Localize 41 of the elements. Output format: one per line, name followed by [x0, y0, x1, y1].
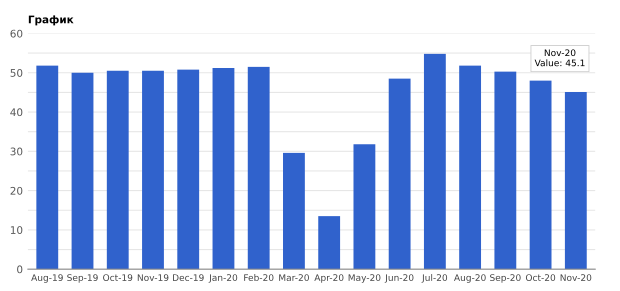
- x-tick-label: Jul-20: [422, 274, 448, 283]
- x-tick-label: Apr-20: [314, 274, 344, 283]
- x-tick-label: Jan-20: [208, 274, 238, 283]
- bar: [106, 70, 129, 270]
- bar: [318, 216, 340, 270]
- bar: [353, 144, 376, 270]
- x-tick-label: Sep-20: [490, 274, 521, 283]
- bar: [530, 80, 552, 270]
- bar: [72, 72, 94, 270]
- bar: [283, 152, 305, 270]
- bar: [212, 68, 234, 270]
- x-tick-label: Oct-19: [103, 274, 132, 282]
- y-tick-label: 30: [10, 148, 22, 156]
- y-tick-label: 40: [10, 108, 22, 116]
- x-tick-label: Aug-19: [31, 274, 63, 283]
- x-tick-label: Oct-20: [526, 274, 556, 282]
- x-tick-label: Jun-20: [384, 274, 414, 283]
- x-tick-label: Mar-20: [279, 274, 309, 282]
- x-tick-label: Sep-19: [67, 274, 98, 283]
- y-tick-label: 20: [10, 186, 22, 195]
- bar: [36, 66, 58, 270]
- x-tick-label: Feb-20: [244, 274, 274, 282]
- x-tick-label: Dec-19: [173, 274, 204, 282]
- bar: [248, 66, 270, 270]
- bar: [142, 70, 164, 270]
- chart-title: График: [28, 15, 74, 26]
- x-tick-label: Nov-19: [138, 274, 168, 282]
- x-tick-label: Nov-20: [560, 274, 592, 282]
- bar: [459, 66, 482, 270]
- bar: [564, 92, 587, 270]
- x-tick-label: Aug-20: [454, 274, 486, 283]
- annotation: Nov-20 Value: 45.1: [534, 49, 585, 66]
- bar: [424, 54, 446, 270]
- y-tick-label: 60: [10, 30, 22, 38]
- x-tick-label: May-20: [348, 274, 380, 283]
- y-tick-label: 0: [17, 265, 22, 274]
- bar: [494, 72, 516, 270]
- y-tick-label: 50: [10, 68, 22, 77]
- bar: [388, 78, 411, 270]
- y-tick-label: 10: [10, 226, 22, 234]
- bar: [177, 70, 200, 270]
